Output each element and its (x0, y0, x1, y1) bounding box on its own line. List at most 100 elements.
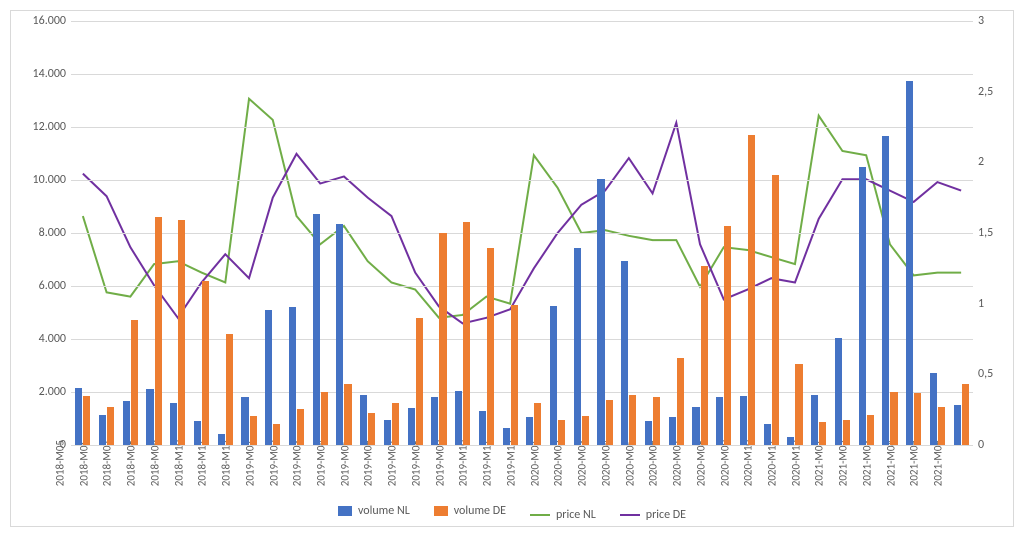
x-tick-label: 2019-M05 (338, 440, 351, 486)
legend: volume NL volume DE price NL price DE (11, 504, 1013, 522)
chart-container: 0 2.000 4.000 6.000 8.000 10.000 12.000 14.000 1… (10, 10, 1014, 527)
bar-volume_DE (344, 384, 351, 445)
x-tick-label: 2018-M11 (196, 440, 209, 486)
bar-volume_NL (384, 420, 391, 445)
bar-volume_DE (724, 226, 731, 445)
bar-volume_NL (336, 224, 343, 445)
bar-volume_NL (241, 397, 248, 445)
y-left-tick-label: 10.000 (21, 173, 66, 187)
x-tick-label: 2018-M07 (101, 440, 114, 486)
bar-volume_DE (250, 416, 257, 445)
bar-volume_NL (597, 179, 604, 445)
x-tick-label: 2020-M05 (623, 440, 636, 486)
x-tick-label: 2019-M06 (362, 440, 375, 486)
bar-volume_NL (621, 261, 628, 445)
bar-volume_NL (455, 391, 462, 445)
line-price_DE (83, 123, 961, 324)
y-left-tick-label: 8.000 (21, 226, 66, 240)
bar-volume_NL (930, 373, 937, 445)
x-tick-label: 2019-M12 (504, 440, 517, 486)
bar-volume_NL (408, 408, 415, 445)
bar-volume_DE (511, 305, 518, 445)
bar-volume_DE (890, 392, 897, 445)
y-right-tick-label: 0 (978, 438, 1008, 452)
bar-volume_DE (819, 422, 826, 445)
bar-volume_NL (170, 403, 177, 445)
bar-volume_NL (692, 407, 699, 445)
bar-volume_NL (954, 405, 961, 445)
y-left-tick-label: 6.000 (21, 279, 66, 293)
bar-volume_DE (368, 413, 375, 445)
x-tick-label: 2021-M04 (884, 440, 897, 486)
x-tick-label: 2020-M04 (599, 440, 612, 486)
bar-volume_DE (748, 135, 755, 445)
legend-label: price DE (646, 508, 686, 522)
x-tick-label: 2020-M09 (718, 440, 731, 486)
bar-volume_DE (701, 266, 708, 445)
x-tick-label: 2018-M08 (124, 440, 137, 486)
bar-volume_DE (487, 248, 494, 445)
bar-volume_NL (669, 417, 676, 445)
bar-volume_DE (83, 396, 90, 445)
y-left-tick-label: 12.000 (21, 120, 66, 134)
y-right-tick-label: 1,5 (978, 226, 1008, 240)
x-tick-label: 2019-M03 (291, 440, 304, 486)
bar-volume_NL (526, 417, 533, 445)
y-right-tick-label: 3 (978, 14, 1008, 28)
bar-volume_NL (787, 437, 794, 445)
x-tick-label: 2019-M02 (267, 440, 280, 486)
bar-volume_NL (882, 136, 889, 445)
bar-volume_DE (582, 416, 589, 445)
bar-volume_NL (313, 214, 320, 445)
bar-volume_NL (835, 338, 842, 445)
legend-label: price NL (556, 508, 596, 522)
bar-volume_DE (155, 217, 162, 445)
bar-volume_DE (392, 403, 399, 445)
bar-volume_DE (178, 220, 185, 445)
y-left-tick-label: 2.000 (21, 385, 66, 399)
x-tick-label: 2020-M06 (647, 440, 660, 486)
bar-volume_DE (843, 420, 850, 445)
bar-volume_NL (218, 434, 225, 445)
bar-volume_NL (479, 411, 486, 445)
bar-volume_DE (558, 420, 565, 445)
bar-volume_NL (645, 421, 652, 445)
legend-item-price_NL: price NL (530, 508, 596, 522)
bar-volume_DE (606, 400, 613, 445)
bar-volume_DE (962, 384, 969, 445)
x-tick-label: 2020-M07 (670, 440, 683, 486)
x-tick-label: 2021-M03 (860, 440, 873, 486)
bar-volume_DE (677, 358, 684, 445)
bar-volume_NL (146, 389, 153, 445)
y-left-tick-label: 4.000 (21, 332, 66, 346)
bar-volume_DE (914, 393, 921, 445)
legend-swatch-line (530, 514, 550, 516)
x-tick-label: 2018-M12 (219, 440, 232, 486)
x-tick-label: 2020-M12 (789, 440, 802, 486)
bar-volume_NL (360, 395, 367, 445)
gridline (71, 21, 973, 22)
x-tick-label: 2021-M01 (813, 440, 826, 486)
legend-item-volume_DE: volume DE (434, 504, 506, 518)
x-tick-label: 2020-M02 (552, 440, 565, 486)
y-left-tick-label: 14.000 (21, 67, 66, 81)
x-tick-label: 2019-M11 (481, 440, 494, 486)
x-tick-label: 2020-M10 (742, 440, 755, 486)
x-tick-label: 2021-M05 (908, 440, 921, 486)
x-tick-label: 2018-M10 (172, 440, 185, 486)
legend-label: volume DE (454, 504, 506, 518)
x-tick-label: 2018-M06 (77, 440, 90, 486)
legend-item-price_DE: price DE (620, 508, 686, 522)
x-tick-label: 2019-M09 (433, 440, 446, 486)
legend-label: volume NL (358, 504, 410, 518)
bar-volume_NL (574, 248, 581, 445)
bar-volume_NL (906, 81, 913, 445)
x-tick-label: 2019-M01 (243, 440, 256, 486)
y-right-tick-label: 0,5 (978, 367, 1008, 381)
bar-volume_NL (99, 415, 106, 445)
x-tick-label: 2018-M05 (53, 440, 66, 486)
x-tick-label: 2020-M01 (528, 440, 541, 486)
x-tick-label: 2021-M06 (932, 440, 945, 486)
x-tick-label: 2021-M02 (837, 440, 850, 486)
bar-volume_NL (550, 306, 557, 445)
